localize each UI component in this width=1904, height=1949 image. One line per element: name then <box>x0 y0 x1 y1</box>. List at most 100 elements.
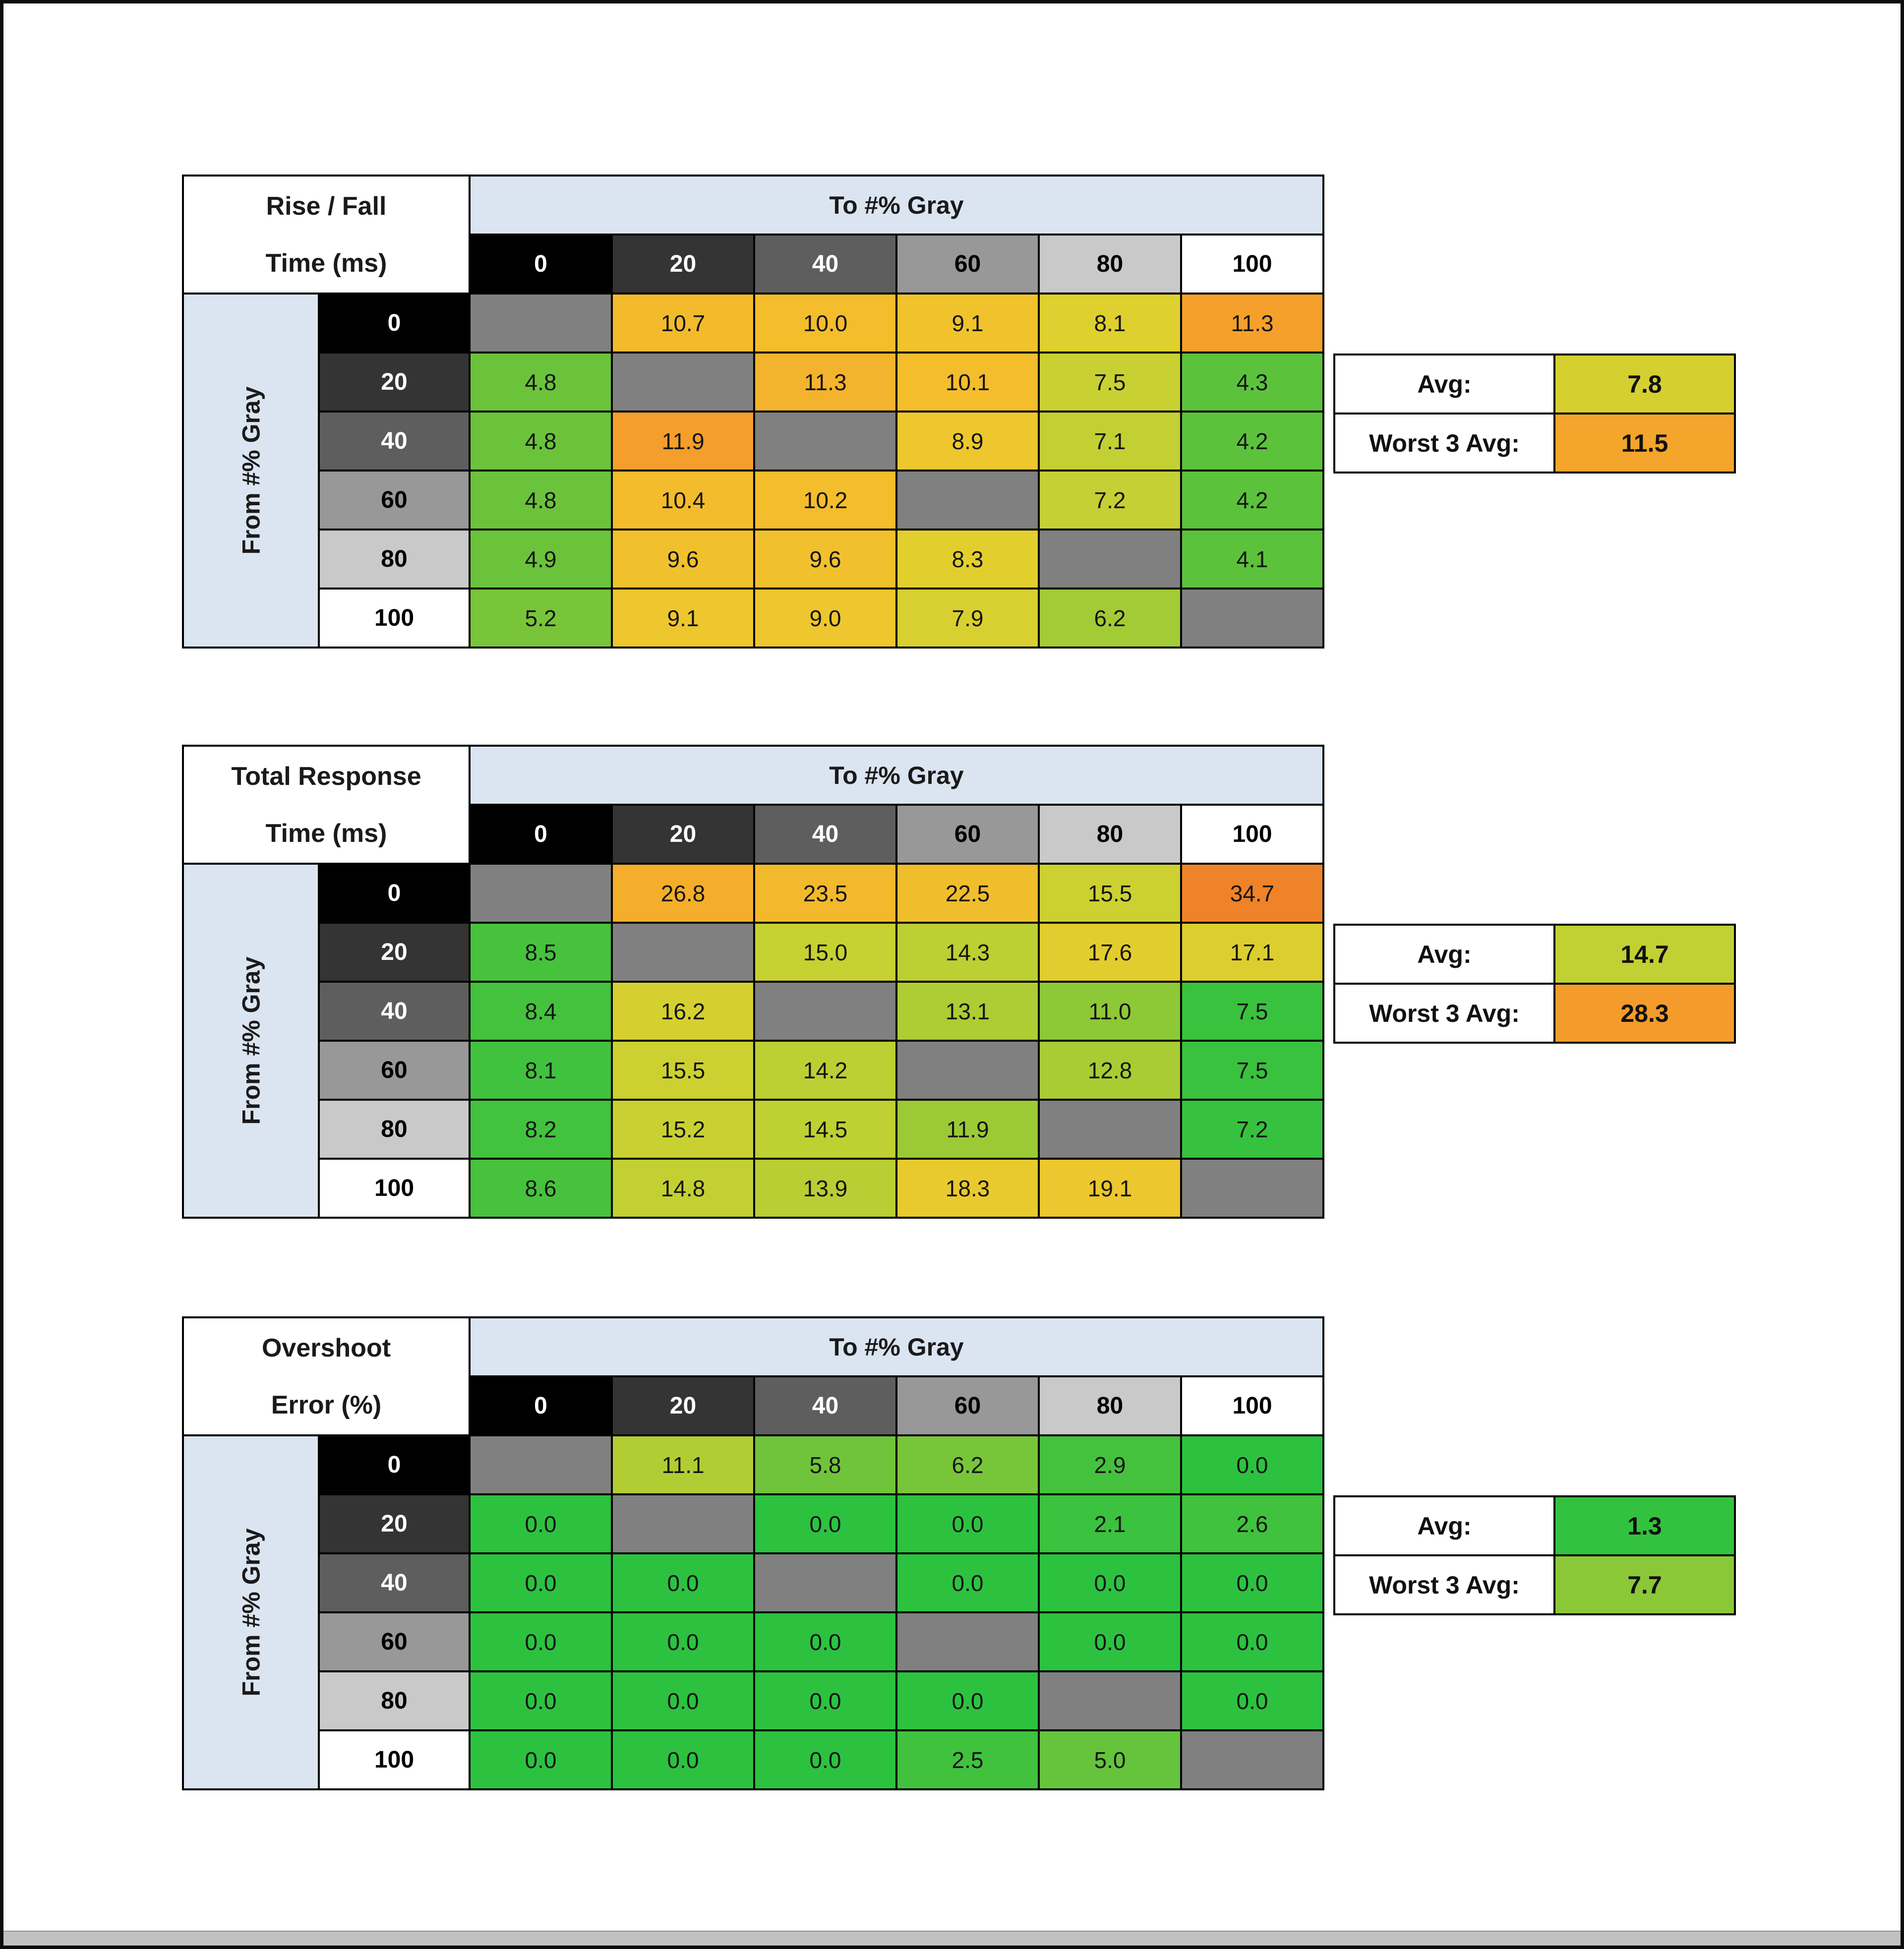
row-header-0: 0 <box>320 1436 469 1493</box>
value-cell: 0.0 <box>755 1731 895 1788</box>
value-cell: 17.1 <box>1182 924 1322 981</box>
col-header-20: 20 <box>613 236 753 293</box>
value-cell: 9.6 <box>613 531 753 588</box>
value-cell: 13.1 <box>897 983 1038 1040</box>
avg-label: Avg: <box>1335 926 1553 983</box>
value-cell: 26.8 <box>613 865 753 922</box>
table-title-line1: Rise / Fall <box>266 191 387 221</box>
value-cell: 0.0 <box>755 1495 895 1552</box>
value-cell: 8.6 <box>471 1160 611 1217</box>
horizontal-scrollbar[interactable] <box>3 1931 1901 1946</box>
value-cell: 2.5 <box>897 1731 1038 1788</box>
avg-value: 7.8 <box>1555 355 1734 413</box>
value-cell: 7.5 <box>1182 1042 1322 1099</box>
row-header-80: 80 <box>320 1101 469 1158</box>
diagonal-cell <box>897 472 1038 529</box>
value-cell: 10.2 <box>755 472 895 529</box>
row-header-0: 0 <box>320 295 469 352</box>
diagonal-cell <box>755 413 895 470</box>
value-cell: 18.3 <box>897 1160 1038 1217</box>
value-cell: 8.5 <box>471 924 611 981</box>
row-header-80: 80 <box>320 1672 469 1729</box>
value-cell: 5.8 <box>755 1436 895 1493</box>
value-cell: 0.0 <box>897 1554 1038 1611</box>
value-cell: 9.0 <box>755 590 895 647</box>
value-cell: 0.0 <box>1040 1613 1180 1670</box>
value-cell: 19.1 <box>1040 1160 1180 1217</box>
value-cell: 7.5 <box>1182 983 1322 1040</box>
col-header-0: 0 <box>471 806 611 863</box>
worst3-label: Worst 3 Avg: <box>1335 1556 1553 1613</box>
value-cell: 9.1 <box>897 295 1038 352</box>
diagonal-cell <box>897 1042 1038 1099</box>
value-cell: 10.0 <box>755 295 895 352</box>
rise-fall-time-table: Rise / Fall Time (ms) To #% Gray From #%… <box>182 175 1736 649</box>
value-cell: 2.9 <box>1040 1436 1180 1493</box>
value-cell: 22.5 <box>897 865 1038 922</box>
value-cell: 0.0 <box>613 1613 753 1670</box>
diagonal-cell <box>471 865 611 922</box>
value-cell: 11.9 <box>897 1101 1038 1158</box>
row-header-40: 40 <box>320 1554 469 1611</box>
heatmap-grid: Overshoot Error (%) To #% Gray From #% G… <box>182 1316 1324 1790</box>
value-cell: 34.7 <box>1182 865 1322 922</box>
value-cell: 7.2 <box>1182 1101 1322 1158</box>
value-cell: 0.0 <box>471 1613 611 1670</box>
value-cell: 10.1 <box>897 354 1038 411</box>
value-cell: 16.2 <box>613 983 753 1040</box>
value-cell: 0.0 <box>1182 1436 1322 1493</box>
value-cell: 14.5 <box>755 1101 895 1158</box>
worst3-label: Worst 3 Avg: <box>1335 985 1553 1042</box>
row-header-80: 80 <box>320 531 469 588</box>
worst3-value: 28.3 <box>1555 985 1734 1042</box>
to-gray-label: To #% Gray <box>471 1318 1322 1375</box>
value-cell: 0.0 <box>1040 1554 1180 1611</box>
value-cell: 10.7 <box>613 295 753 352</box>
col-header-0: 0 <box>471 1377 611 1434</box>
value-cell: 11.0 <box>1040 983 1180 1040</box>
value-cell: 0.0 <box>897 1672 1038 1729</box>
row-header-0: 0 <box>320 865 469 922</box>
heatmap-grid: Rise / Fall Time (ms) To #% Gray From #%… <box>182 175 1324 649</box>
diagonal-cell <box>755 983 895 1040</box>
value-cell: 8.3 <box>897 531 1038 588</box>
to-gray-label: To #% Gray <box>471 747 1322 804</box>
diagonal-cell <box>1182 590 1322 647</box>
table-title-line1: Total Response <box>231 762 421 791</box>
from-gray-label: From #% Gray <box>184 295 318 647</box>
value-cell: 14.3 <box>897 924 1038 981</box>
value-cell: 15.5 <box>1040 865 1180 922</box>
worst3-value: 11.5 <box>1555 414 1734 472</box>
table-title-line2: Time (ms) <box>265 248 387 278</box>
value-cell: 0.0 <box>471 1554 611 1611</box>
diagonal-cell <box>1040 1101 1180 1158</box>
value-cell: 0.0 <box>613 1554 753 1611</box>
value-cell: 14.8 <box>613 1160 753 1217</box>
value-cell: 7.5 <box>1040 354 1180 411</box>
table-title: Total Response Time (ms) <box>184 747 469 863</box>
value-cell: 15.0 <box>755 924 895 981</box>
diagonal-cell <box>1040 531 1180 588</box>
row-header-20: 20 <box>320 354 469 411</box>
value-cell: 0.0 <box>1182 1672 1322 1729</box>
value-cell: 4.1 <box>1182 531 1322 588</box>
diagonal-cell <box>613 924 753 981</box>
value-cell: 6.2 <box>897 1436 1038 1493</box>
value-cell: 15.5 <box>613 1042 753 1099</box>
diagonal-cell <box>613 354 753 411</box>
table-title-line2: Error (%) <box>271 1390 382 1419</box>
value-cell: 0.0 <box>471 1672 611 1729</box>
value-cell: 0.0 <box>1182 1613 1322 1670</box>
value-cell: 11.3 <box>1182 295 1322 352</box>
value-cell: 0.0 <box>471 1731 611 1788</box>
row-header-20: 20 <box>320 924 469 981</box>
col-header-100: 100 <box>1182 806 1322 863</box>
avg-panel: Avg: 7.8 Worst 3 Avg: 11.5 <box>1333 354 1736 473</box>
value-cell: 8.9 <box>897 413 1038 470</box>
total-response-time-table: Total Response Time (ms) To #% Gray From… <box>182 745 1736 1219</box>
table-title: Overshoot Error (%) <box>184 1318 469 1434</box>
row-header-40: 40 <box>320 983 469 1040</box>
value-cell: 7.1 <box>1040 413 1180 470</box>
value-cell: 8.2 <box>471 1101 611 1158</box>
